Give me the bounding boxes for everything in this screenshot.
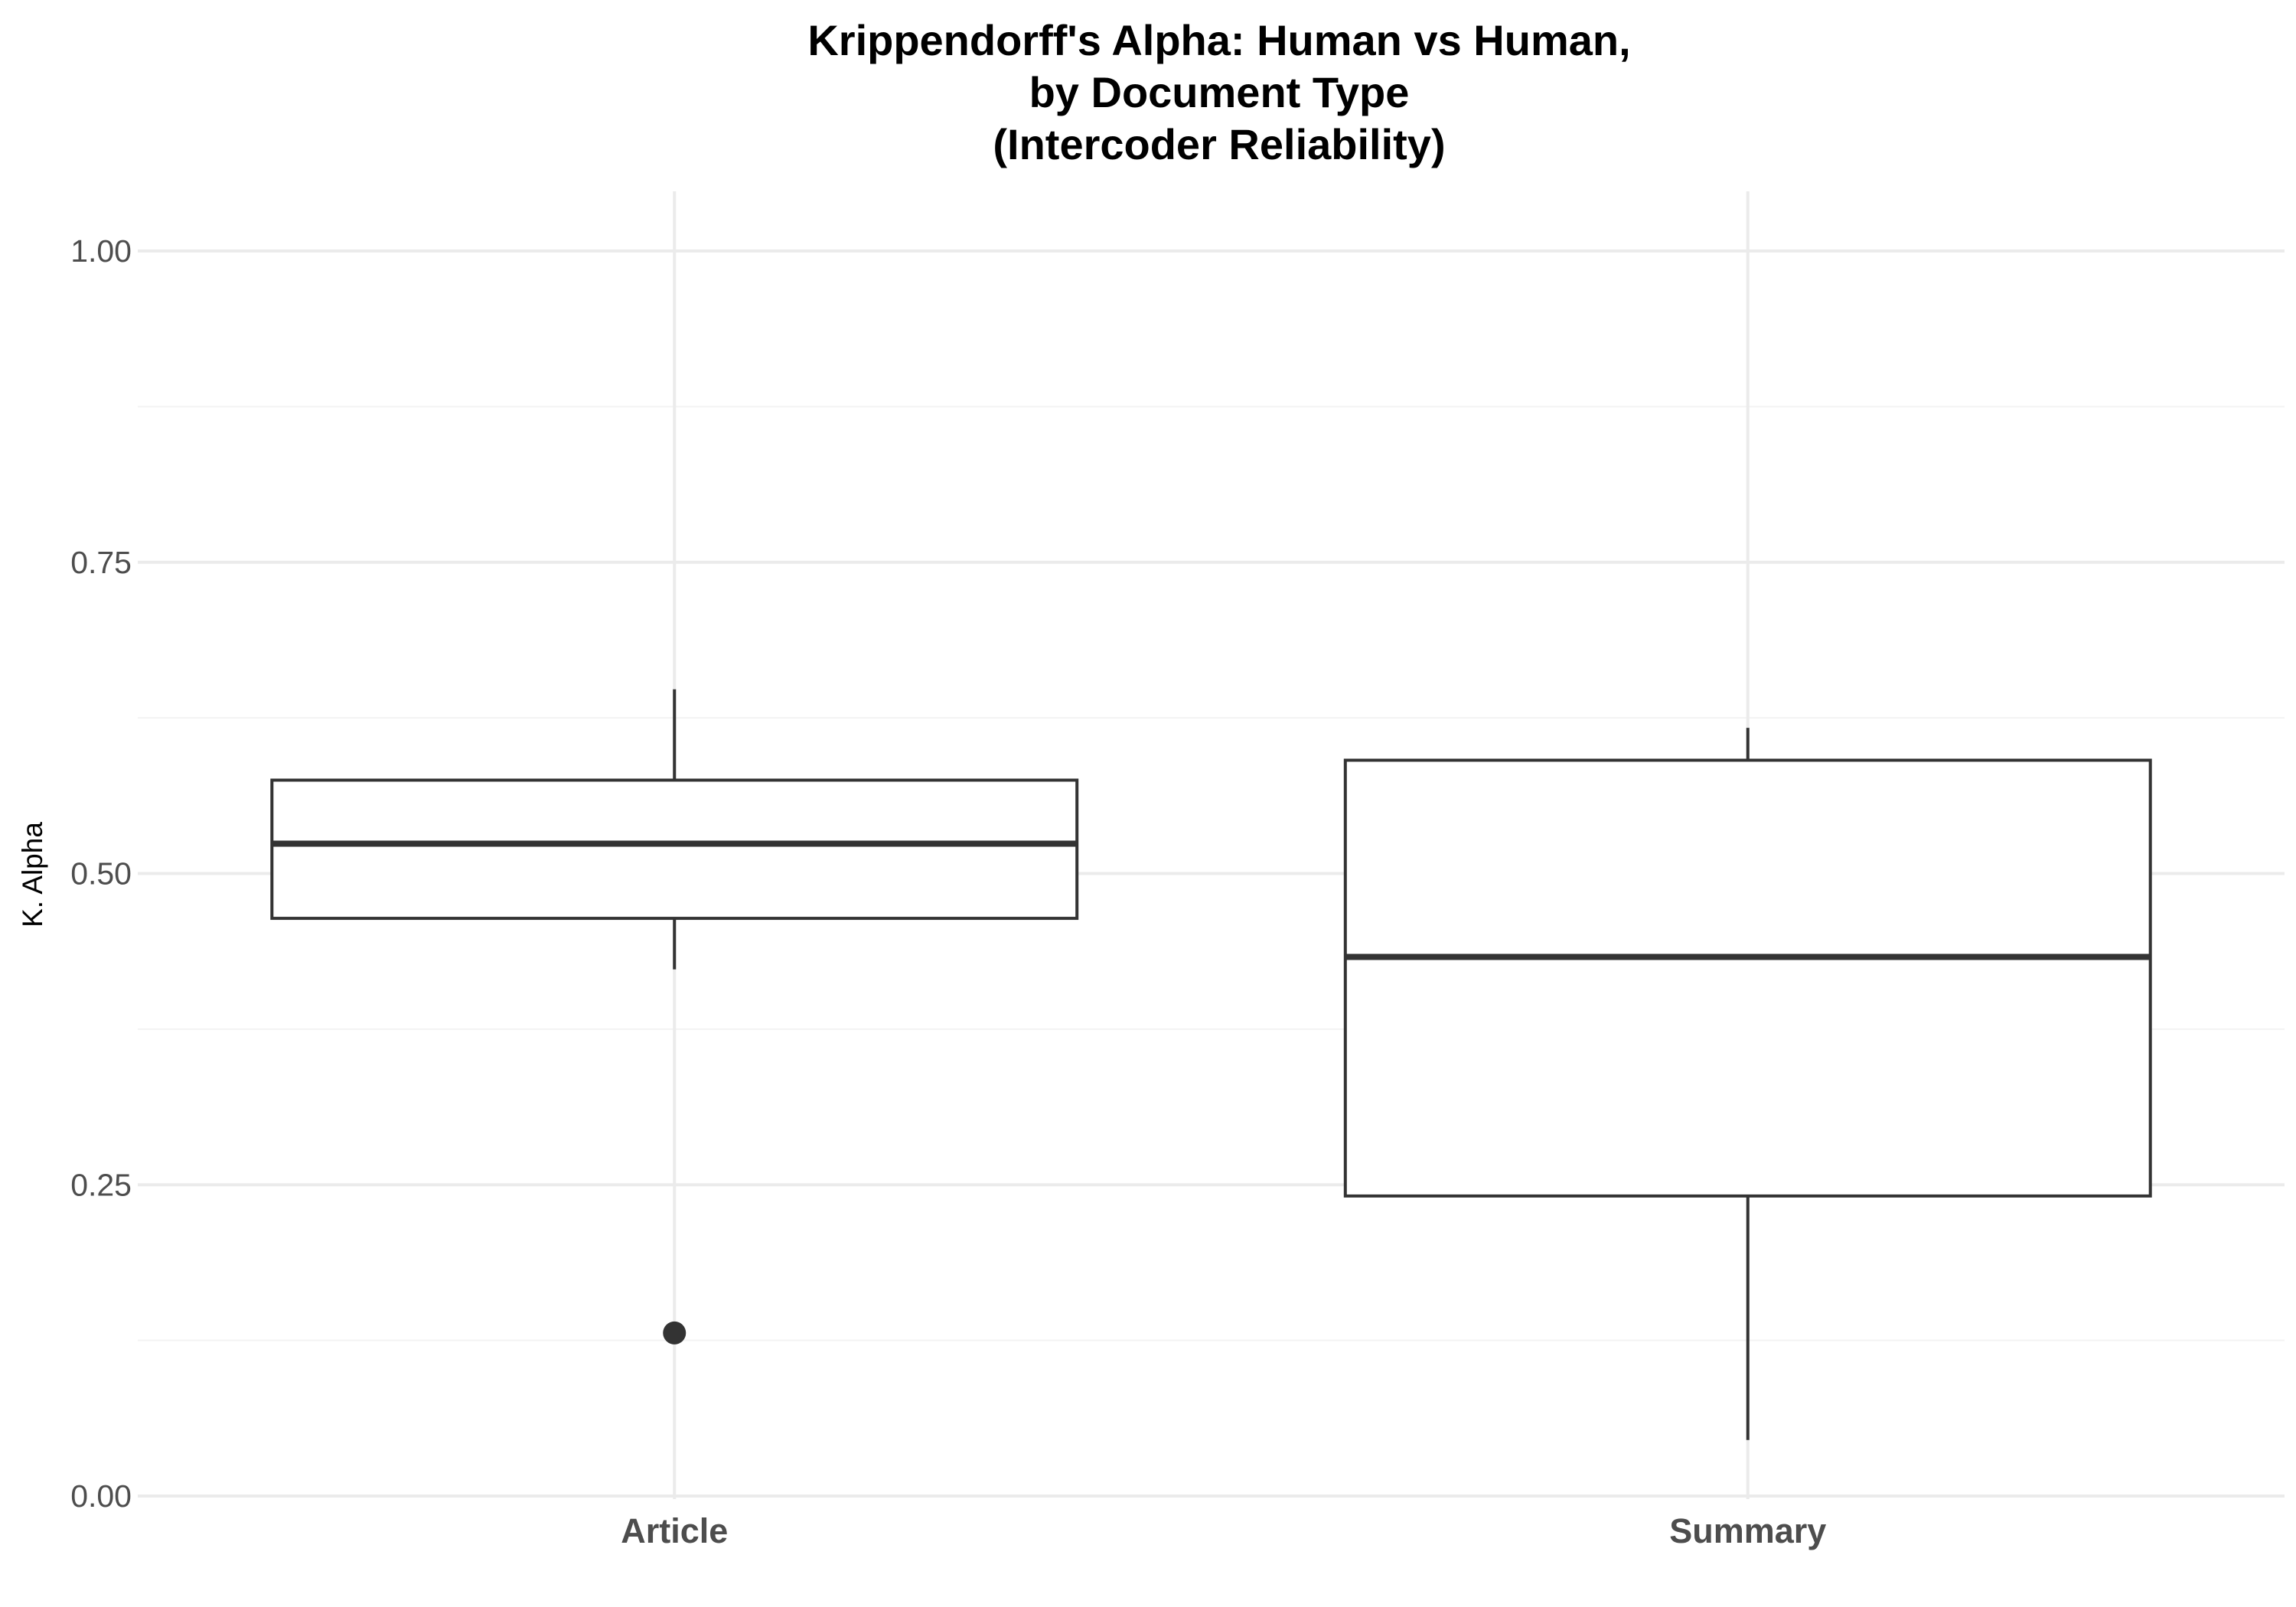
title-line-1: Krippendorff's Alpha: Human vs Human, [807, 16, 1630, 64]
title-line-3: (Intercoder Reliability) [993, 120, 1445, 168]
y-tick-label: 0.00 [70, 1478, 132, 1514]
x-tick-label: Article [621, 1511, 728, 1550]
box-iqr [270, 778, 1079, 921]
x-tick-labels: Article Summary [621, 1511, 1826, 1550]
box-summary [1343, 728, 2152, 1440]
y-tick-labels: 0.00 0.25 0.50 0.75 1.00 [70, 233, 132, 1514]
y-axis-label: K. Alpha [17, 822, 48, 927]
outlier-point [663, 1321, 687, 1345]
title-line-2: by Document Type [1029, 68, 1410, 116]
x-tick-label: Summary [1669, 1511, 1826, 1550]
y-tick-label: 1.00 [70, 233, 132, 269]
boxes [270, 689, 2152, 1440]
y-tick-label: 0.50 [70, 856, 132, 892]
chart-title: Krippendorff's Alpha: Human vs Human, by… [807, 16, 1630, 168]
box-iqr [1343, 758, 2152, 1198]
box-article [270, 689, 1079, 1345]
y-tick-label: 0.25 [70, 1167, 132, 1202]
y-tick-label: 0.75 [70, 545, 132, 580]
